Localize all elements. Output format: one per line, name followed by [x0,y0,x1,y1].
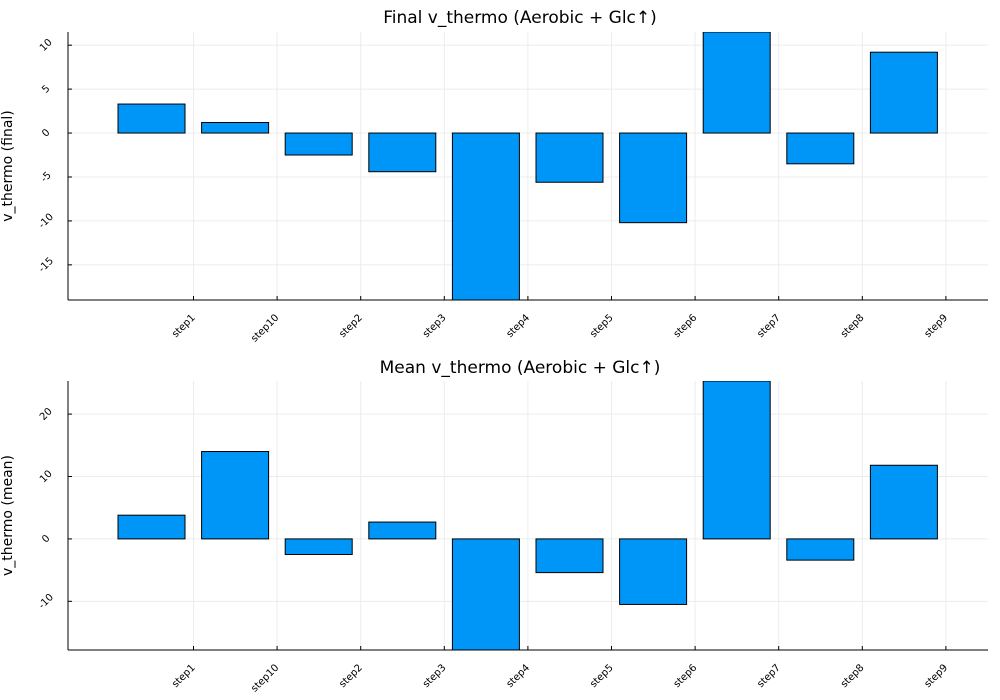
y-axis-label: v_thermo (mean) [0,455,16,576]
bar-step3 [368,132,437,173]
y-tick-label: -15 [37,256,56,275]
y-tick-label: 0 [40,127,52,139]
x-tick-label: step4 [505,662,533,690]
x-tick-label: step3 [421,312,449,340]
x-tick-label: step5 [588,312,616,340]
bar-step4 [451,538,520,650]
bars [117,32,938,300]
bar-step9 [869,51,938,134]
x-tick-label: step9 [923,312,951,340]
bar-step5 [535,538,604,574]
bar-step5 [535,132,604,183]
x-tick-label: step8 [839,312,867,340]
bar-step7 [702,32,771,134]
bar-step8 [786,132,855,165]
x-tick-label: step2 [337,312,365,340]
x-tick-label: step2 [337,662,365,690]
bar-step6 [619,132,688,224]
y-tick-label: -10 [37,212,56,231]
bar-step3 [368,521,437,540]
y-tick-label: 10 [38,468,55,485]
y-tick-label: -10 [37,592,56,611]
bars [117,381,938,650]
chart-title: Mean v_thermo (Aerobic + Glc↑) [380,358,661,378]
x-tick-label: step8 [839,662,867,690]
bar-step8 [786,538,855,561]
bar-step2 [284,538,353,556]
x-tick-label: step7 [755,662,783,690]
bar-step10 [201,451,270,540]
y-tick-label: 20 [38,406,55,423]
x-tick-label: step3 [421,662,449,690]
x-tick-label: step4 [505,312,533,340]
y-tick-label: 10 [38,37,55,54]
x-tick-label: step10 [249,312,281,344]
bar-step10 [201,122,270,134]
bar-step1 [117,103,186,134]
bar-step7 [702,381,771,540]
bar-step4 [451,132,520,300]
y-tick-label: -5 [39,170,54,185]
bar-step2 [284,132,353,156]
y-tick-label: 5 [40,83,52,95]
x-tick-label: step6 [672,662,700,690]
bar-step6 [619,538,688,605]
x-tick-label: step6 [672,312,700,340]
chart-title: Final v_thermo (Aerobic + Glc↑) [383,8,657,28]
x-tick-label: step9 [923,662,951,690]
bar-step1 [117,514,186,540]
x-tick-label: step5 [588,662,616,690]
x-tick-label: step1 [170,662,198,690]
bar-step9 [869,464,938,540]
y-axis-label: v_thermo (final) [0,110,16,222]
chart-panel-1: 10 5 0 -5 -10 -15 step1 step10 step2 step3 step4 st… [0,8,988,345]
chart-panel-2: 20 10 0 -10 step1 step10 step2 step3 step4 step5 s… [0,358,988,695]
y-tick-label: 0 [40,533,52,545]
x-tick-label: step7 [755,312,783,340]
x-tick-label: step10 [249,662,281,694]
x-tick-label: step1 [170,312,198,340]
